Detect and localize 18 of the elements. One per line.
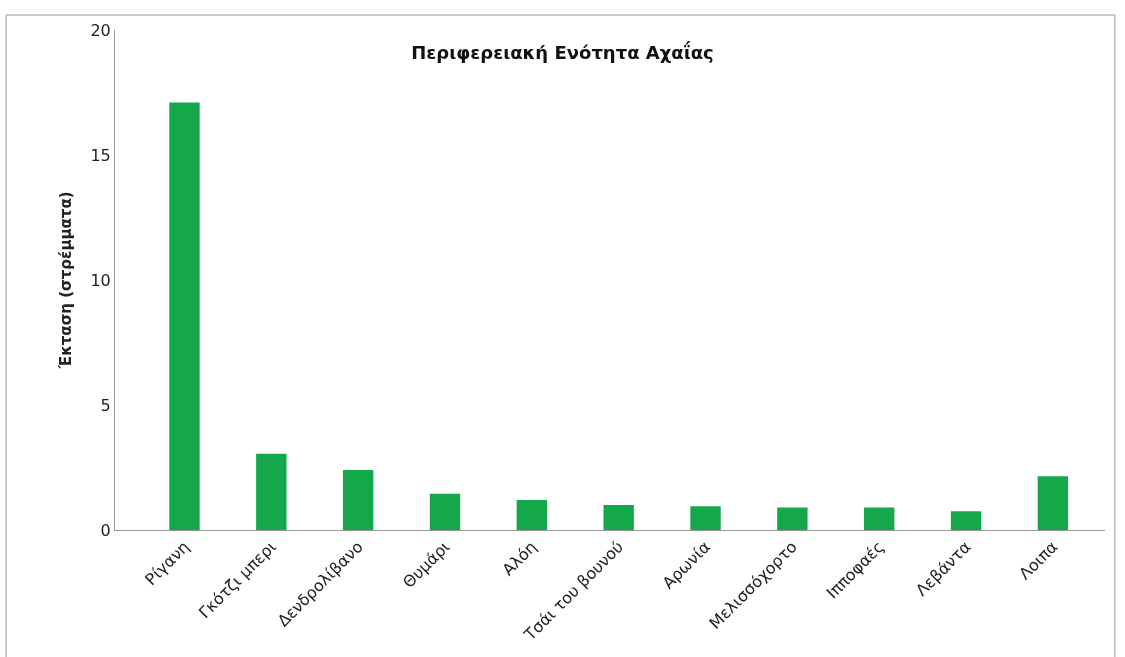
bar bbox=[169, 102, 200, 530]
bar bbox=[777, 507, 808, 530]
bar bbox=[1037, 476, 1069, 530]
text: Περιφερειακή Ενότητα Αχαΐας bbox=[411, 40, 714, 63]
bar bbox=[429, 493, 461, 530]
y-tick-label: 20 bbox=[90, 20, 111, 40]
bar bbox=[516, 500, 548, 530]
y-tick-label: 0 bbox=[100, 520, 111, 540]
y-tick-label: 5 bbox=[100, 395, 111, 415]
bar bbox=[256, 453, 287, 530]
y-axis-title: Έκταση (στρέμματα) bbox=[56, 191, 75, 370]
bar bbox=[603, 505, 634, 530]
bar bbox=[950, 511, 982, 530]
bar bbox=[342, 470, 374, 530]
y-tick-label: 10 bbox=[90, 270, 111, 290]
bar bbox=[690, 506, 721, 530]
y-tick-label: 15 bbox=[90, 145, 111, 165]
bar bbox=[864, 507, 895, 530]
